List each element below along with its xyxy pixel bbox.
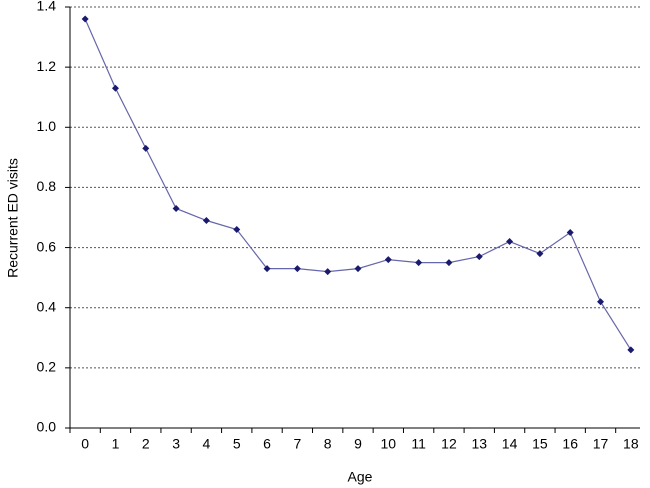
data-point xyxy=(111,84,119,92)
data-point xyxy=(627,346,635,354)
data-point xyxy=(354,265,362,273)
y-tick-label: 1.2 xyxy=(37,58,57,74)
y-tick-label: 0.6 xyxy=(37,238,57,254)
x-tick-label: 7 xyxy=(293,436,301,452)
x-tick-label: 14 xyxy=(502,436,518,452)
data-point xyxy=(324,268,332,276)
data-point xyxy=(475,253,483,261)
x-tick-label: 9 xyxy=(354,436,362,452)
x-tick-label: 13 xyxy=(471,436,487,452)
x-tick-label: 16 xyxy=(562,436,578,452)
data-point xyxy=(536,250,544,258)
y-tick-label: 1.0 xyxy=(37,118,57,134)
x-tick-label: 2 xyxy=(142,436,150,452)
x-tick-label: 18 xyxy=(623,436,639,452)
y-tick-label: 1.4 xyxy=(37,0,57,14)
y-tick-label: 0.4 xyxy=(37,298,57,314)
data-point xyxy=(263,265,271,273)
x-tick-label: 0 xyxy=(81,436,89,452)
data-line xyxy=(84,18,632,351)
x-tick-label: 6 xyxy=(263,436,271,452)
x-tick-label: 4 xyxy=(203,436,211,452)
data-point xyxy=(293,265,301,273)
data-point xyxy=(506,238,514,246)
data-point xyxy=(172,204,180,212)
data-point xyxy=(445,259,453,267)
x-tick-label: 1 xyxy=(112,436,120,452)
x-tick-label: 12 xyxy=(441,436,457,452)
y-tick-label: 0.8 xyxy=(37,178,57,194)
x-tick-label: 15 xyxy=(532,436,548,452)
y-tick-label: 0.2 xyxy=(37,359,57,375)
y-axis-label: Recurrent ED visits xyxy=(5,158,21,278)
data-point xyxy=(202,217,210,225)
data-point xyxy=(415,259,423,267)
data-point xyxy=(384,256,392,264)
x-tick-label: 3 xyxy=(172,436,180,452)
data-point xyxy=(566,229,574,237)
x-tick-label: 11 xyxy=(411,436,426,452)
x-tick-label: 10 xyxy=(381,436,397,452)
data-point xyxy=(81,15,89,23)
x-axis-label: Age xyxy=(348,469,373,485)
x-tick-label: 5 xyxy=(233,436,241,452)
data-point xyxy=(597,298,605,306)
x-tick-label: 8 xyxy=(324,436,332,452)
y-tick-label: 0.0 xyxy=(37,419,57,435)
data-point xyxy=(142,144,150,152)
data-point xyxy=(233,226,241,234)
x-tick-label: 17 xyxy=(593,436,609,452)
